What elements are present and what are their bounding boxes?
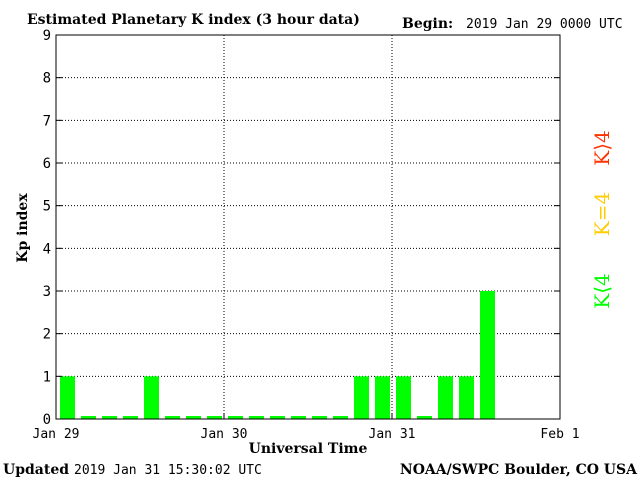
kp-bar: [165, 416, 180, 419]
source-credit: NOAA/SWPC Boulder, CO USA: [400, 462, 638, 478]
y-tick-label: 2: [43, 327, 51, 343]
y-tick-label: 7: [43, 113, 51, 129]
kp-bar: [396, 376, 411, 419]
bars: [60, 291, 495, 419]
begin-value: 2019 Jan 29 0000 UTC: [466, 17, 623, 32]
kp-bar: [375, 376, 390, 419]
kp-bar: [81, 416, 96, 419]
legend-k-greater-than-4: K⟩4: [590, 130, 614, 165]
kp-bar: [102, 416, 117, 419]
y-tick-label: 0: [43, 412, 51, 428]
grid-lines: [56, 35, 560, 419]
y-tick-label: 5: [43, 199, 51, 215]
kp-bar: [312, 416, 327, 419]
kp-bar: [123, 416, 138, 419]
y-tick-label: 4: [43, 241, 51, 257]
kp-bar: [333, 416, 348, 419]
kp-bar: [270, 416, 285, 419]
updated-label: Updated: [3, 462, 69, 478]
y-tick-label: 1: [43, 369, 51, 385]
updated-timestamp: 2019 Jan 31 15:30:02 UTC: [74, 463, 262, 478]
kp-bar: [480, 291, 495, 419]
kp-bar: [60, 376, 75, 419]
y-tick-label: 6: [43, 156, 51, 172]
plot-frame: [55, 34, 561, 420]
begin-label: Begin:: [402, 16, 453, 32]
kp-bar: [207, 416, 222, 419]
x-tick-label: Jan 31: [369, 427, 416, 442]
kp-bar: [291, 416, 306, 419]
kp-bar: [249, 416, 264, 419]
legend-k-less-than-4: K⟨4: [590, 273, 614, 308]
x-axis-ticks: Jan 29 Jan 30 Jan 31 Feb 1: [33, 413, 580, 442]
x-tick-label: Feb 1: [540, 427, 579, 442]
kp-bar: [459, 376, 474, 419]
y-tick-label: 3: [43, 284, 51, 300]
x-tick-label: Jan 29: [33, 427, 80, 442]
y-tick-label: 9: [43, 28, 51, 44]
x-tick-label: Jan 30: [201, 427, 248, 442]
y-axis-label: Kp index: [15, 193, 31, 263]
x-axis-label: Universal Time: [249, 441, 368, 457]
y-tick-label: 8: [43, 71, 51, 87]
chart-title: Estimated Planetary K index (3 hour data…: [27, 12, 360, 28]
kp-bar: [186, 416, 201, 419]
legend-k-equal-4: K=4: [590, 192, 614, 236]
kp-bar: [438, 376, 453, 419]
y-axis-ticks: 0 1 2 3 4 5 6 7 8 9: [43, 28, 560, 428]
kp-bar: [354, 376, 369, 419]
kp-bar: [417, 416, 432, 419]
kp-bar: [144, 376, 159, 419]
kp-bar: [228, 416, 243, 419]
